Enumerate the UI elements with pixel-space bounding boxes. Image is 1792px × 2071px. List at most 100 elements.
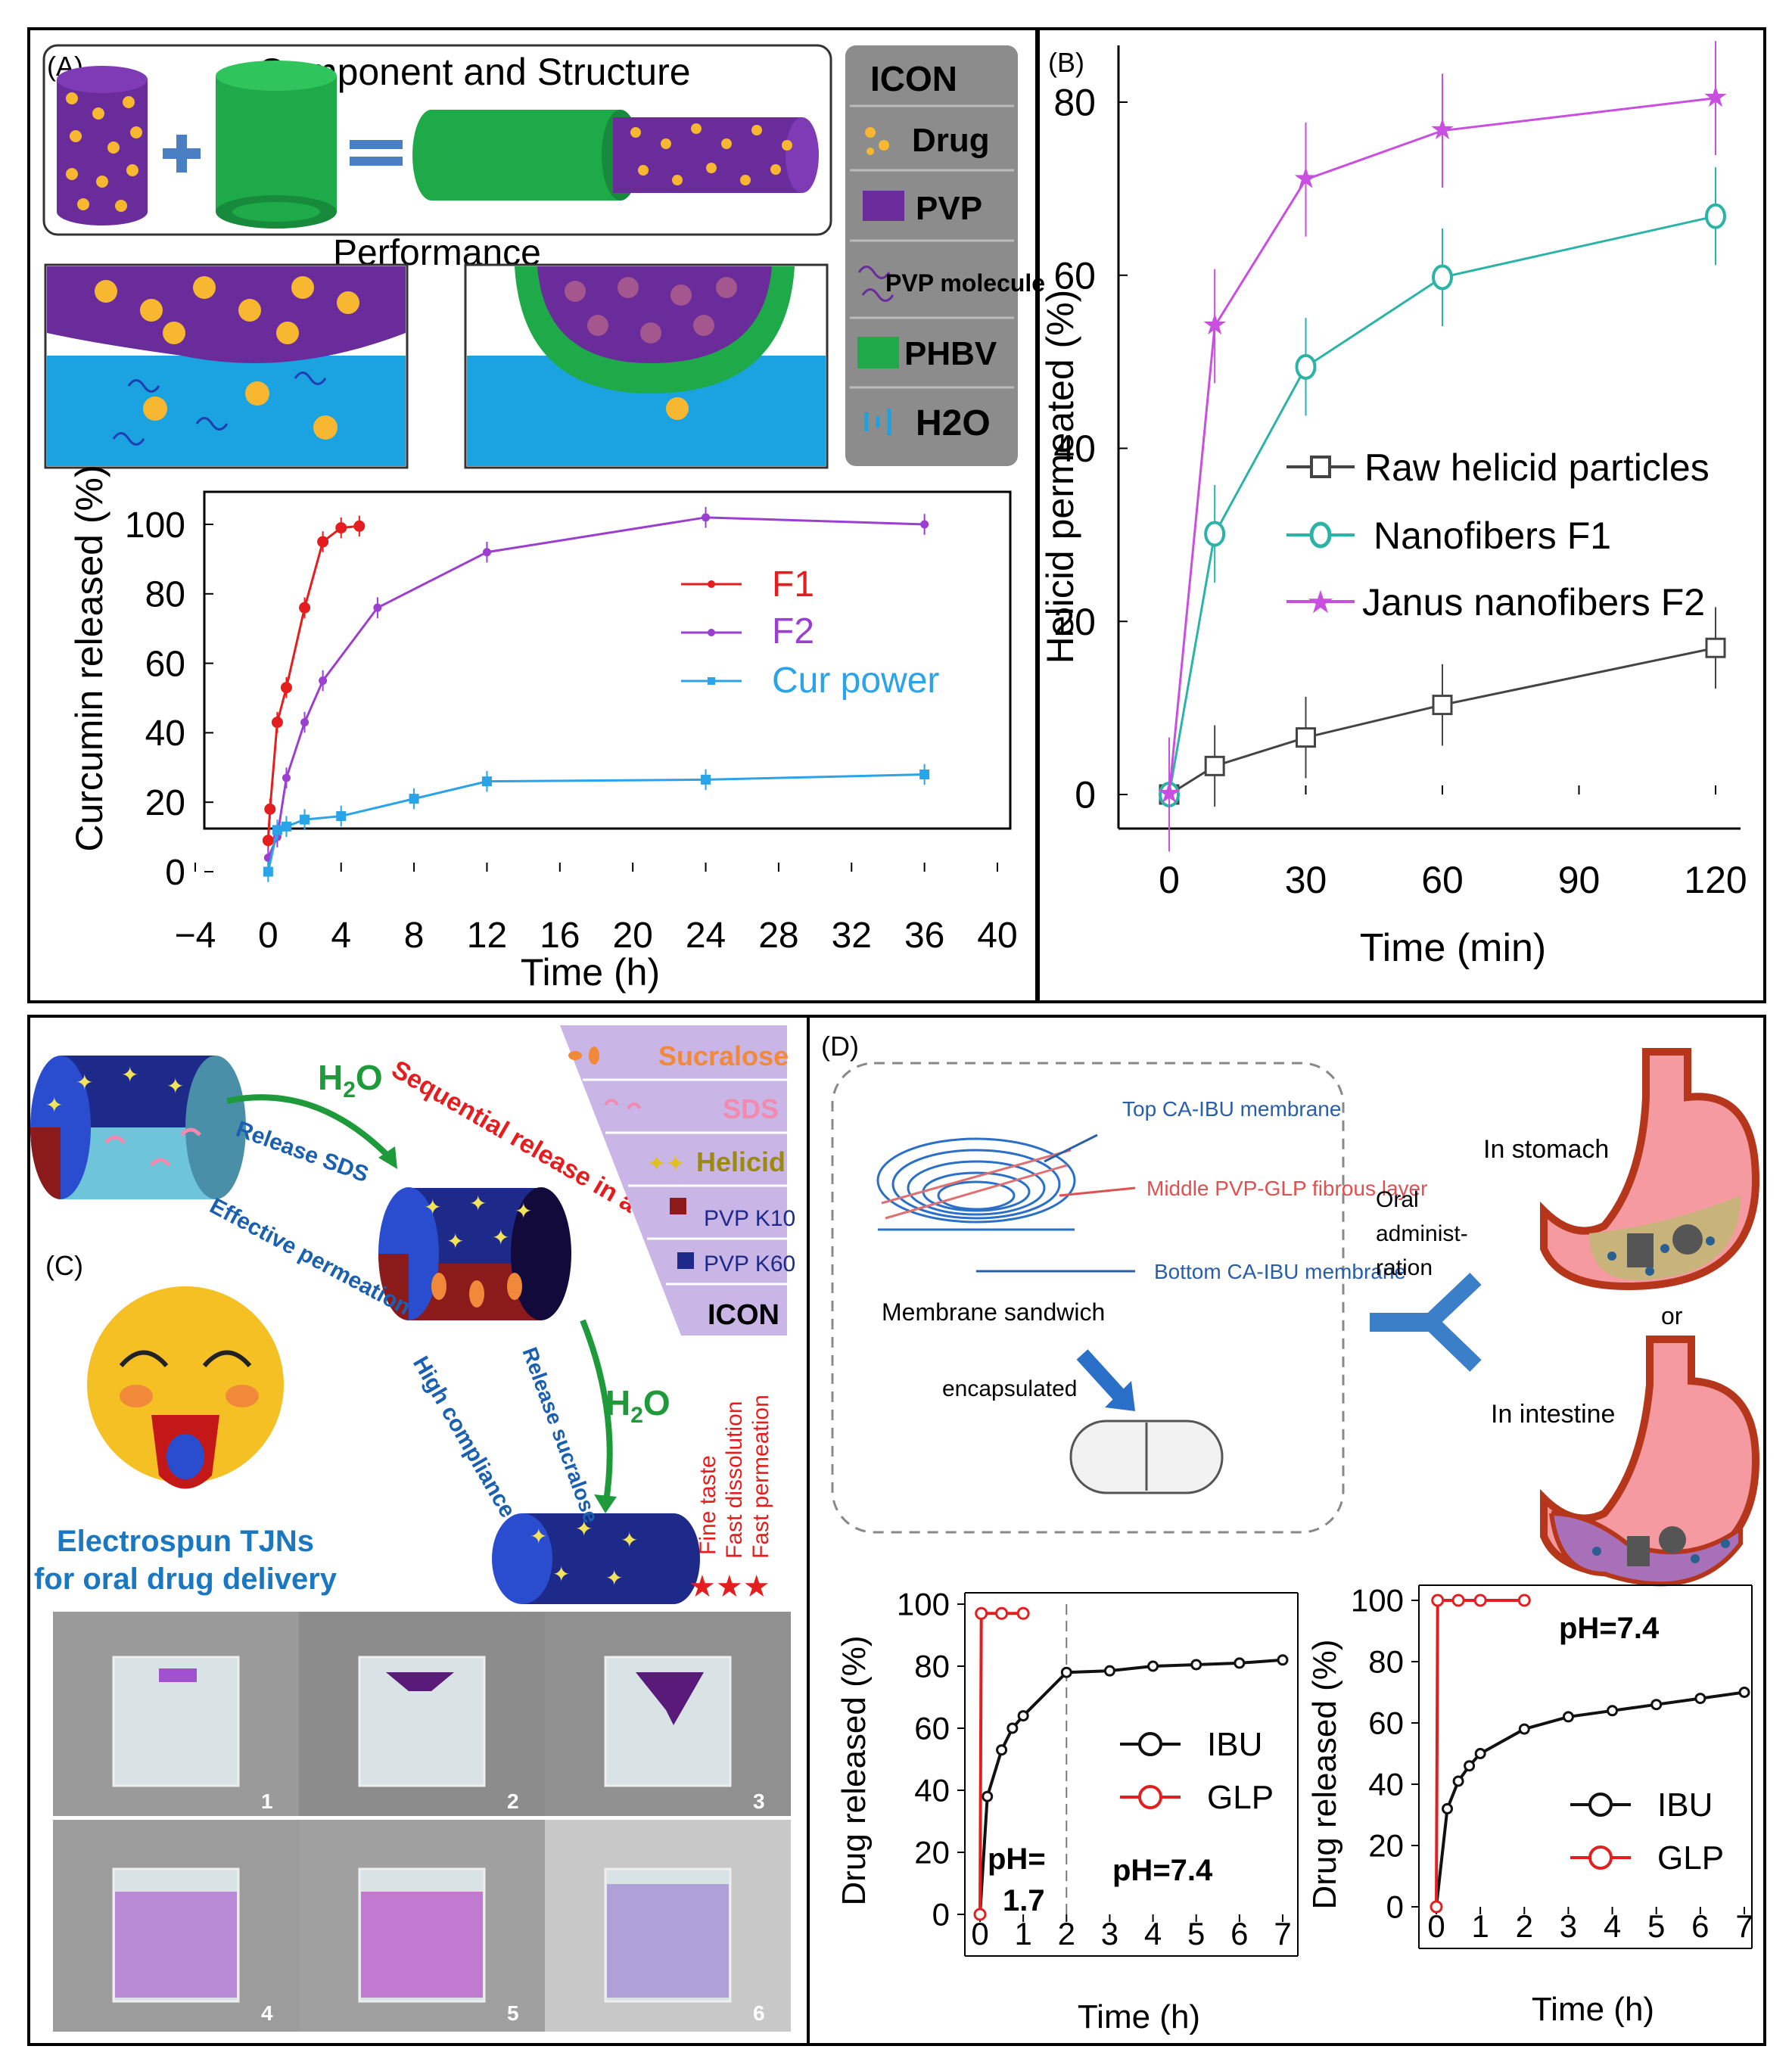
data-point [1295,353,1317,380]
y-tick-label: 0 [1386,1889,1404,1925]
chart-d2-xlabel: Time (h) [1532,1991,1654,2028]
svg-text:✦: ✦ [45,1093,63,1117]
panel-d-label: (D) [821,1031,859,1062]
chart-a-legend-cur: Cur power [772,661,939,701]
data-point [995,1606,1009,1620]
svg-text:✦: ✦ [446,1230,464,1253]
x-tick-label: 60 [1421,859,1464,901]
oral-line-2: administ- [1376,1221,1468,1246]
panel-b-frame [1037,27,1766,1003]
y-tick-label: 20 [1053,601,1096,643]
svg-text:✦: ✦ [492,1226,509,1249]
x-tick-label: 5 [1647,1908,1665,1944]
bottom-membrane-label: Bottom CA-IBU membrane [1154,1260,1406,1283]
chart-d1-xlabel: Time (h) [1078,1998,1200,2035]
caption-line-2: for oral drug delivery [34,1563,338,1596]
chart-a-legend-f1: F1 [772,564,814,605]
chart-d1-ylabel: Drug released (%) [835,1635,873,1905]
x-tick-label: 0 [1427,1908,1445,1944]
legend-label-pvp-molecule: PVP molecule [885,269,1045,297]
svg-text:H2O: H2O [318,1058,383,1102]
phbv-square-icon [857,337,899,368]
y-tick-label: 80 [914,1649,950,1684]
release-sucralose-text: Release sucralose [518,1344,603,1525]
series-line-cur-power [266,773,925,872]
data-point [1204,521,1226,547]
caption-line-1: Electrospun TJNs [57,1525,314,1558]
x-tick-label: 7 [1735,1908,1753,1944]
legend-sucralose: Sucralose [658,1040,789,1071]
drug-dots [66,92,142,212]
y-tick-label: 60 [145,644,185,684]
x-tick-label: 3 [1560,1908,1577,1944]
chart-d1-legend-glp: GLP [1207,1779,1274,1816]
panel-b-chart: (B) Helicid permeated (%) Time (min) 0 30… [1039,41,1747,970]
beaker-photo-grid: 1 2 3 4 5 6 [53,1612,791,2032]
x-tick-label: 5 [1187,1916,1205,1951]
data-point: ★ [1703,81,1728,114]
data-point [1464,1760,1476,1772]
data-point [1607,1705,1619,1717]
x-tick-label: 0 [258,916,278,956]
or-label: or [1661,1302,1683,1329]
data-point [1517,1594,1531,1607]
svg-text:✦: ✦ [530,1525,547,1548]
h2o-sub-1: 2 [343,1077,356,1102]
panel-d-chart-2: Drug released (%) Time (h) pH=7.4 IBU GL… [1306,1583,1753,2028]
svg-text:✦✦: ✦✦ [647,1152,685,1177]
data-point [1432,264,1453,291]
svg-text:★★★: ★★★ [689,1570,770,1603]
x-tick-label: 36 [904,916,944,956]
data-point [272,825,282,835]
y-tick-label: 20 [145,783,185,823]
data-point [920,520,929,529]
y-tick-label: 60 [1368,1706,1404,1741]
x-tick-label: 2 [1058,1916,1075,1951]
data-point [1060,1666,1072,1678]
pvp-molecule-icon [857,266,894,302]
y-tick-label: 40 [914,1773,950,1808]
chart-a-xlabel: Time (h) [521,951,660,994]
data-point: ★ [1156,777,1182,810]
data-point [271,717,283,729]
data-point [481,776,492,787]
chart-d1-ph17-b: 1.7 [1003,1884,1045,1917]
chart-a-legend-f2: F2 [772,611,814,651]
y-tick-label: 40 [145,714,185,754]
data-point [264,803,276,815]
panel-c-label: (C) [45,1250,83,1281]
data-point [1017,1710,1029,1722]
data-point [282,773,291,782]
y-tick-label: 40 [1053,428,1096,470]
data-point [280,682,292,694]
legend-icon-label: ICON [708,1299,779,1331]
data-point [373,603,382,612]
chart-b-xlabel: Time (min) [1360,926,1547,970]
middle-layer-label: Middle PVP-GLP fibrous layer [1146,1177,1427,1200]
data-point [262,835,274,847]
svg-text:✦: ✦ [424,1196,441,1219]
data-point: ★ [1293,162,1318,194]
prop-fine-taste: Fine taste [695,1455,720,1555]
x-tick-label: 24 [686,916,726,956]
legend-label-phbv: PHBV [904,335,997,372]
data-point [1562,1711,1574,1723]
y-tick-label: 80 [1053,82,1096,124]
panel-d-frame [807,1015,1766,2046]
panel-d-chart-1: Drug released (%) Time (h) pH= 1.7 pH=7.… [835,1587,1299,2035]
x-tick-label: 0 [971,1916,988,1951]
pvp-square-icon [863,191,904,221]
y-tick-label: 60 [1053,254,1096,297]
chart-d2-legend-glp: GLP [1657,1839,1724,1877]
panel-b-label: (B) [1048,47,1084,78]
data-point [1738,1687,1750,1698]
data-point [1650,1699,1663,1711]
y-tick-label: 80 [1368,1644,1404,1680]
series-line-f1 [266,524,359,841]
x-tick-label: 90 [1558,859,1601,901]
drug-dots-icon [865,127,889,155]
legend-label-h2o: H2O [916,403,991,443]
data-point [1103,1665,1115,1677]
data-point [317,536,329,548]
encapsulated-label: encapsulated [942,1376,1077,1401]
